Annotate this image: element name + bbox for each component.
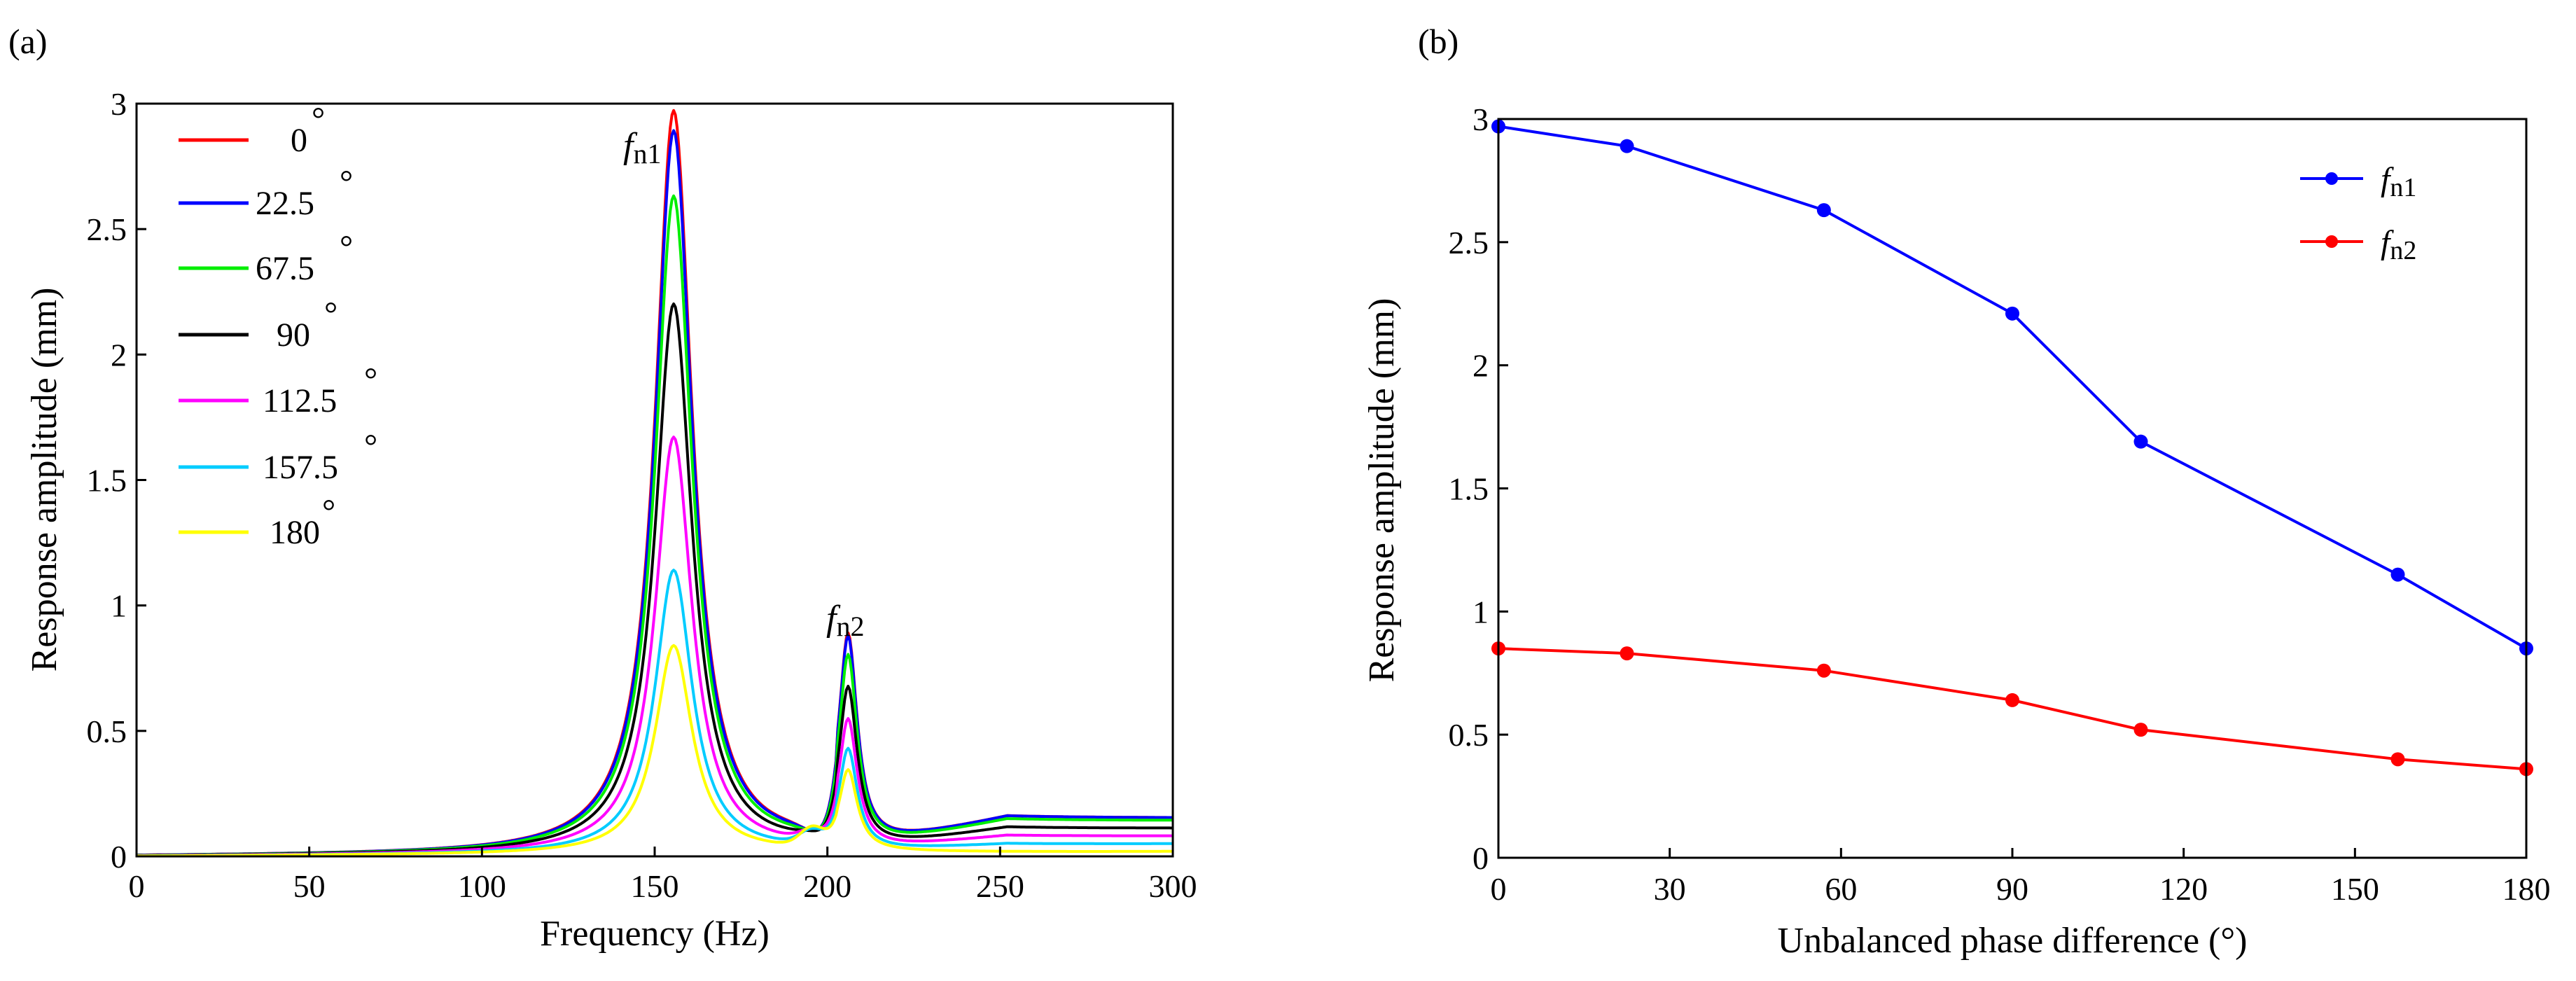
legend-entry-4: 112.5 ° bbox=[179, 361, 377, 419]
panel-a-x-axis-label: Frequency (Hz) bbox=[540, 914, 770, 954]
legend-label-fn1: fn1 bbox=[2381, 161, 2416, 202]
legend-entry-fn2: fn2 bbox=[2300, 224, 2416, 265]
x-tick-label: 50 bbox=[293, 868, 326, 904]
legend-degree-6: ° bbox=[322, 493, 335, 530]
legend-label-5: 157.5 bbox=[263, 449, 338, 486]
data-point-fn2-5 bbox=[2390, 752, 2405, 767]
series-line-180 bbox=[136, 643, 1173, 858]
legend-marker-fn2 bbox=[2325, 235, 2338, 248]
y-tick-label: 0 bbox=[111, 839, 127, 875]
y-tick-label: 2.5 bbox=[1449, 225, 1489, 260]
y-tick-label: 0 bbox=[1473, 840, 1489, 876]
x-tick-label: 100 bbox=[458, 868, 506, 904]
y-tick-label: 3 bbox=[1473, 102, 1489, 137]
legend-label-0: 0 bbox=[291, 122, 307, 159]
panel-b-label: (b) bbox=[1418, 22, 1458, 61]
annotation-fn2: fn2 bbox=[826, 599, 864, 642]
series-line-fn2 bbox=[1498, 647, 2527, 771]
legend-label-2: 67.5 bbox=[256, 250, 314, 287]
legend-degree-3: ° bbox=[324, 295, 337, 333]
legend-label-6: 180 bbox=[270, 514, 320, 551]
legend-degree-4: ° bbox=[364, 361, 377, 398]
y-tick-label: 1 bbox=[111, 588, 127, 624]
panel-b: (b) 0 30 60 90 120 150 180 0 0.5 1 1.5 2 2.5 3 Unbala… bbox=[1362, 22, 2551, 961]
data-point-fn2-2 bbox=[1816, 663, 1831, 678]
panel-b-legend: fn1 fn2 bbox=[2300, 161, 2416, 265]
data-point-fn2-3 bbox=[2005, 693, 2019, 707]
legend-degree-0: ° bbox=[312, 101, 325, 138]
legend-label-fn2: fn2 bbox=[2381, 224, 2416, 265]
data-point-fn1-1 bbox=[1620, 139, 1634, 153]
series-line-fn1 bbox=[1498, 125, 2527, 650]
y-tick-label: 1.5 bbox=[87, 463, 127, 499]
y-tick-label: 3 bbox=[111, 86, 127, 122]
legend-entry-3: 90 ° bbox=[179, 295, 337, 354]
x-tick-label: 150 bbox=[2331, 871, 2379, 907]
y-tick-label: 0.5 bbox=[1449, 717, 1489, 753]
x-tick-label: 60 bbox=[1825, 871, 1857, 907]
y-tick-label: 2 bbox=[1473, 348, 1489, 384]
data-point-fn1-3 bbox=[2005, 306, 2019, 321]
panel-a-label: (a) bbox=[8, 22, 48, 61]
series-line-112.5 bbox=[137, 436, 1173, 857]
x-tick-label: 150 bbox=[631, 868, 679, 904]
legend-entry-1: 22.5 ° bbox=[179, 164, 353, 222]
y-tick-label: 2.5 bbox=[87, 211, 127, 247]
x-tick-label: 120 bbox=[2159, 871, 2208, 907]
x-tick-label: 0 bbox=[129, 868, 145, 904]
x-tick-label: 30 bbox=[1654, 871, 1686, 907]
annotation-fn1: fn1 bbox=[623, 126, 661, 169]
x-tick-label: 90 bbox=[1996, 871, 2028, 907]
panel-a-y-axis-label: Response amplitude (mm) bbox=[25, 288, 64, 672]
panel-b-x-axis-label: Unbalanced phase difference (°) bbox=[1778, 921, 2248, 961]
panel-b-curves bbox=[1491, 119, 2533, 777]
legend-entry-6: 180 ° bbox=[179, 493, 335, 551]
panel-b-axes-box bbox=[1497, 118, 2528, 859]
legend-label-3: 90 bbox=[277, 316, 310, 354]
data-point-fn2-4 bbox=[2133, 723, 2148, 737]
legend-degree-2: ° bbox=[340, 229, 353, 266]
panel-b-ticks: 0 30 60 90 120 150 180 0 0.5 1 1.5 2 2.5 3 bbox=[1449, 102, 2551, 907]
legend-entry-0: 0 ° bbox=[179, 101, 325, 159]
data-point-fn2-1 bbox=[1620, 646, 1634, 661]
y-tick-label: 0.5 bbox=[87, 714, 127, 749]
legend-marker-fn1 bbox=[2325, 172, 2338, 185]
panel-a-legend: 0 ° 22.5 ° 67.5 ° 90 ° 112.5 ° bbox=[179, 101, 377, 551]
legend-degree-1: ° bbox=[340, 164, 353, 201]
legend-label-4: 112.5 bbox=[263, 382, 337, 419]
data-point-fn1-2 bbox=[1816, 203, 1831, 218]
legend-degree-5: ° bbox=[364, 428, 377, 465]
y-tick-label: 1 bbox=[1473, 594, 1489, 629]
legend-entry-2: 67.5 ° bbox=[179, 229, 353, 287]
x-tick-label: 180 bbox=[2502, 871, 2551, 907]
y-tick-label: 1.5 bbox=[1449, 471, 1489, 507]
legend-entry-5: 157.5 ° bbox=[179, 428, 377, 486]
x-tick-label: 0 bbox=[1491, 871, 1507, 907]
y-tick-label: 2 bbox=[111, 337, 127, 373]
x-tick-label: 300 bbox=[1149, 868, 1197, 904]
legend-label-1: 22.5 bbox=[256, 185, 314, 222]
x-tick-label: 200 bbox=[803, 868, 851, 904]
legend-entry-fn1: fn1 bbox=[2300, 161, 2416, 202]
x-tick-label: 250 bbox=[976, 868, 1024, 904]
panel-b-y-axis-label: Response amplitude (mm) bbox=[1362, 298, 1402, 683]
data-point-fn1-5 bbox=[2390, 567, 2405, 582]
data-point-fn1-4 bbox=[2133, 434, 2148, 449]
